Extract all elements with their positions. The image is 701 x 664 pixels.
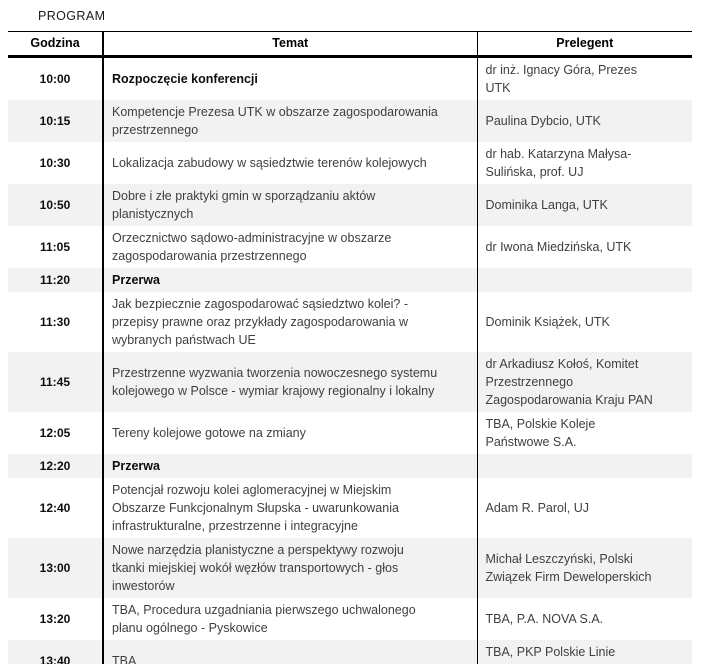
speaker-cell: TBA, PKP Polskie Linie Kolejowe S.A. (485, 645, 616, 664)
table-row: 13:20 TBA, Procedura uzgadniania pierwsz… (8, 598, 692, 640)
topic-cell: Nowe narzędzia planistyczne a perspektyw… (103, 538, 478, 598)
speaker-cell: Dominika Langa, UTK (485, 198, 608, 212)
speaker-cell: dr Iwona Miedzińska, UTK (485, 240, 632, 254)
table-row: 13:00 Nowe narzędzia planistyczne a pers… (8, 538, 692, 598)
topic-cell: Jak bezpiecznie zagospodarować sąsiedztw… (103, 292, 478, 352)
page-title: PROGRAM (38, 9, 106, 23)
speaker-cell: Dominik Książek, UTK (485, 315, 610, 329)
speaker-cell (477, 268, 692, 292)
table-body: 10:00 Rozpoczęcie konferencji dr inż. Ig… (8, 56, 692, 664)
speaker-cell: dr inż. Ignacy Góra, Prezes UTK (485, 63, 637, 95)
topic-cell: TBA (103, 640, 478, 664)
topic-cell: Tereny kolejowe gotowe na zmiany (103, 412, 478, 454)
speaker-cell: dr hab. Katarzyna Małysa- Sulińska, prof… (485, 147, 632, 179)
column-header-time: Godzina (8, 31, 104, 58)
time-cell: 11:05 (8, 226, 104, 268)
time-cell: 13:00 (8, 538, 104, 598)
topic-cell: Rozpoczęcie konferencji (103, 56, 478, 100)
time-cell: 10:00 (8, 56, 104, 100)
column-header-topic: Temat (103, 31, 478, 58)
speaker-cell: Adam R. Parol, UJ (485, 501, 590, 515)
speaker-cell: dr Arkadiusz Kołoś, Komitet Przestrzenne… (485, 357, 653, 407)
speaker-cell: Paulina Dybcio, UTK (485, 114, 601, 128)
time-cell: 12:40 (8, 478, 104, 538)
topic-cell: Lokalizacja zabudowy w sąsiedztwie teren… (103, 142, 478, 184)
speaker-cell: TBA, P.A. NOVA S.A. (485, 612, 604, 626)
time-cell: 11:30 (8, 292, 104, 352)
time-cell: 12:20 (8, 454, 104, 478)
topic-cell: Przestrzenne wyzwania tworzenia nowoczes… (103, 352, 478, 412)
table-row: 11:05 Orzecznictwo sądowo-administracyjn… (8, 226, 692, 268)
time-cell: 12:05 (8, 412, 104, 454)
speaker-cell: Michał Leszczyński, Polski Związek Firm … (485, 552, 652, 584)
topic-cell: Dobre i złe praktyki gmin w sporządzaniu… (103, 184, 478, 226)
speaker-cell: TBA, Polskie Koleje Państwowe S.A. (485, 417, 596, 449)
topic-cell: Przerwa (103, 268, 478, 292)
topic-cell: Kompetencje Prezesa UTK w obszarze zagos… (103, 100, 478, 142)
table-row: 10:15 Kompetencje Prezesa UTK w obszarze… (8, 100, 692, 142)
table-row: 13:40 TBA TBA, PKP Polskie Linie Kolejow… (8, 640, 692, 664)
time-cell: 11:45 (8, 352, 104, 412)
time-cell: 11:20 (8, 268, 104, 292)
program-table: Godzina Temat Prelegent 10:00 Rozpoczęci… (8, 31, 692, 664)
time-cell: 13:40 (8, 640, 104, 664)
speaker-cell (477, 454, 692, 478)
table-row-break: 11:20 Przerwa (8, 268, 692, 292)
table-row: 11:30 Jak bezpiecznie zagospodarować sąs… (8, 292, 692, 352)
time-cell: 10:30 (8, 142, 104, 184)
table-row: 11:45 Przestrzenne wyzwania tworzenia no… (8, 352, 692, 412)
table-row: 10:00 Rozpoczęcie konferencji dr inż. Ig… (8, 56, 692, 100)
table-row: 10:50 Dobre i złe praktyki gmin w sporzą… (8, 184, 692, 226)
table-row: 12:05 Tereny kolejowe gotowe na zmiany T… (8, 412, 692, 454)
column-header-speaker: Prelegent (477, 31, 692, 58)
table-row-break: 12:20 Przerwa (8, 454, 692, 478)
table-header: Godzina Temat Prelegent (8, 31, 692, 58)
topic-cell: Potencjał rozwoju kolei aglomeracyjnej w… (103, 478, 478, 538)
topic-cell: Przerwa (103, 454, 478, 478)
topic-cell: TBA, Procedura uzgadniania pierwszego uc… (103, 598, 478, 640)
time-cell: 10:15 (8, 100, 104, 142)
table-row: 12:40 Potencjał rozwoju kolei aglomeracy… (8, 478, 692, 538)
header-row: Godzina Temat Prelegent (8, 31, 692, 58)
table-row: 10:30 Lokalizacja zabudowy w sąsiedztwie… (8, 142, 692, 184)
time-cell: 13:20 (8, 598, 104, 640)
topic-cell: Orzecznictwo sądowo-administracyjne w ob… (103, 226, 478, 268)
time-cell: 10:50 (8, 184, 104, 226)
